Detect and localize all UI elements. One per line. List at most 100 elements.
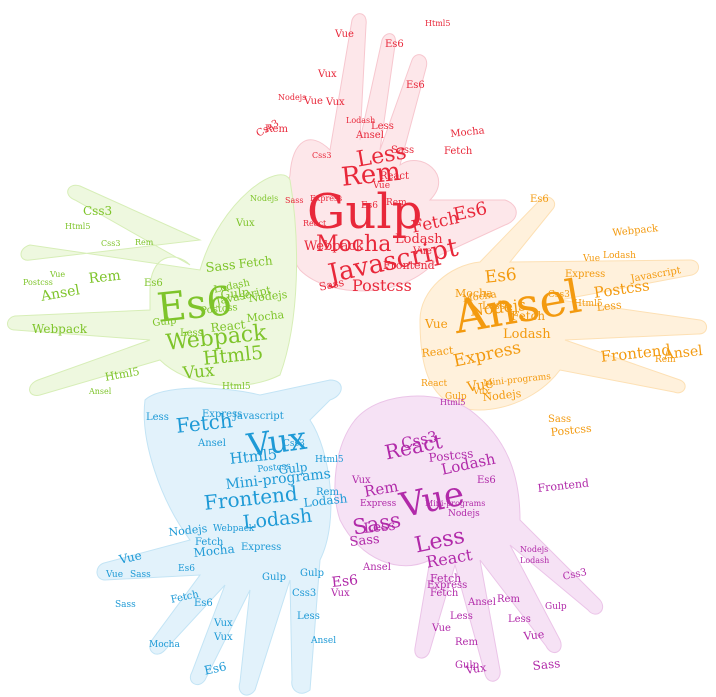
purple-word-html5: Html5: [440, 398, 466, 407]
purple-word-ansel: Ansel: [468, 597, 496, 608]
green-word-vux: Vux: [236, 218, 255, 229]
red-word-frontend: Frontend: [383, 259, 435, 272]
blue-word-mocha: Mocha: [149, 640, 180, 650]
blue-word-rem: Rem: [316, 487, 339, 498]
blue-word-vux: Vux: [214, 618, 233, 629]
purple-word-gulp: Gulp: [455, 660, 480, 671]
red-word-vue: Vue: [304, 96, 323, 107]
green-word-webpack: Webpack: [32, 322, 87, 336]
blue-word-express: Express: [202, 409, 243, 420]
purple-word-nodejs: Nodejs: [448, 509, 480, 519]
red-hand-silhouette: [285, 13, 517, 292]
orange-word-lodash: Lodash: [503, 327, 551, 342]
purple-word-nodejs: Nodejs: [520, 545, 549, 554]
green-word-rem: Rem: [135, 238, 154, 247]
orange-word-react: React: [421, 379, 448, 389]
purple-word-frontend: Frontend: [536, 476, 590, 495]
blue-word-vue: Vue: [117, 548, 143, 567]
blue-word-sass: Sass: [130, 570, 151, 580]
blue-word-less: Less: [146, 412, 169, 423]
orange-word-mocha: Mocha: [455, 287, 493, 300]
red-word-gulp: Gulp: [307, 184, 423, 240]
blue-word-html5: Html5: [315, 455, 344, 465]
red-word-react: React: [303, 219, 327, 228]
red-word-webpack: Webpack: [304, 239, 364, 254]
purple-word-css3: Css3: [561, 566, 588, 583]
red-word-vue: Vue: [413, 246, 432, 257]
orange-word-react: React: [420, 343, 455, 360]
green-word-react: React: [209, 317, 247, 335]
purple-word-vue: Vue: [432, 623, 451, 634]
red-word-ansel: Ansel: [356, 130, 384, 141]
green-word-es6: Es6: [144, 278, 163, 289]
blue-word-express: Express: [241, 542, 282, 553]
red-word-es6: Es6: [406, 80, 425, 91]
green-word-css3: Css3: [83, 204, 113, 218]
blue-word-gulp: Gulp: [262, 572, 287, 583]
red-word-less: Less: [371, 121, 394, 132]
blue-word-sass: Sass: [115, 600, 136, 610]
red-word-postcss: Postcss: [352, 276, 412, 295]
orange-word-express: Express: [565, 269, 606, 280]
purple-word-gulp: Gulp: [545, 602, 567, 612]
blue-hand-silhouette: [96, 379, 342, 696]
red-word-vux: Vux: [326, 97, 345, 108]
purple-word-mini-programs: Mini-programs: [425, 499, 486, 508]
blue-word-es6: Es6: [194, 598, 213, 609]
red-word-html5: Html5: [425, 19, 451, 28]
purple-word-express: Express: [427, 580, 468, 591]
purple-word-fetch: Fetch: [430, 588, 459, 599]
red-word-sass: Sass: [285, 196, 304, 205]
blue-word-fetch: Fetch: [195, 537, 224, 548]
red-word-mocha: Mocha: [449, 125, 486, 140]
blue-word-es6: Es6: [178, 564, 195, 574]
blue-word-vux: Vux: [214, 632, 233, 643]
purple-word-less: Less: [362, 517, 397, 537]
orange-word-html5: Html5: [574, 299, 603, 309]
blue-word-ansel: Ansel: [198, 438, 226, 449]
green-word-nodejs: Nodejs: [250, 194, 279, 203]
green-word-mocha: Mocha: [245, 308, 285, 325]
orange-word-fetch: Fetch: [511, 309, 546, 323]
blue-word-nodejs: Nodejs: [167, 521, 208, 539]
purple-word-less: Less: [450, 611, 473, 622]
green-word-rem: Rem: [87, 267, 122, 287]
blue-word-es6: Es6: [202, 659, 228, 678]
green-word-html5: Html5: [103, 364, 141, 384]
purple-word-rem: Rem: [497, 594, 520, 605]
orange-word-es6: Es6: [530, 194, 549, 205]
purple-word-less: Less: [508, 614, 531, 625]
green-word-html5: Html5: [201, 341, 265, 370]
orange-word-javascript: Javascript: [629, 265, 682, 285]
blue-word-css3: Css3: [283, 439, 305, 449]
blue-word-vue: Vue: [106, 570, 124, 580]
red-word-mocha: Mocha: [316, 232, 392, 257]
green-word-postcss: Postcss: [23, 278, 53, 287]
purple-word-express: Express: [360, 499, 397, 509]
green-word-html5: Html5: [65, 222, 91, 231]
red-word-rem: Rem: [386, 198, 407, 208]
red-word-sass: Sass: [317, 275, 346, 294]
green-word-sass: Sass: [204, 257, 237, 276]
orange-word-express: Express: [451, 337, 523, 372]
purple-word-rem: Rem: [455, 637, 478, 648]
orange-word-vue: Vue: [583, 254, 601, 264]
red-word-es6: Es6: [451, 198, 490, 226]
purple-word-vux: Vux: [464, 661, 488, 677]
blue-word-javascript: Javascript: [233, 411, 284, 422]
orange-word-less: Less: [482, 301, 505, 312]
blue-word-lodash: Lodash: [302, 491, 349, 510]
green-word-vue: Vue: [50, 270, 66, 279]
red-word-lodash: Lodash: [346, 116, 376, 125]
red-word-react: React: [380, 171, 410, 182]
red-word-es6: Es6: [361, 201, 378, 211]
orange-word-webpack: Webpack: [611, 223, 659, 239]
orange-word-vux: Vux: [473, 387, 490, 397]
red-word-vux: Vux: [318, 69, 337, 80]
purple-word-vux: Vux: [352, 475, 371, 486]
red-word-sass: Sass: [391, 145, 415, 156]
blue-word-css3: Css3: [292, 588, 317, 599]
orange-word-sass: Sass: [548, 414, 572, 425]
red-word-express: Express: [310, 194, 343, 203]
